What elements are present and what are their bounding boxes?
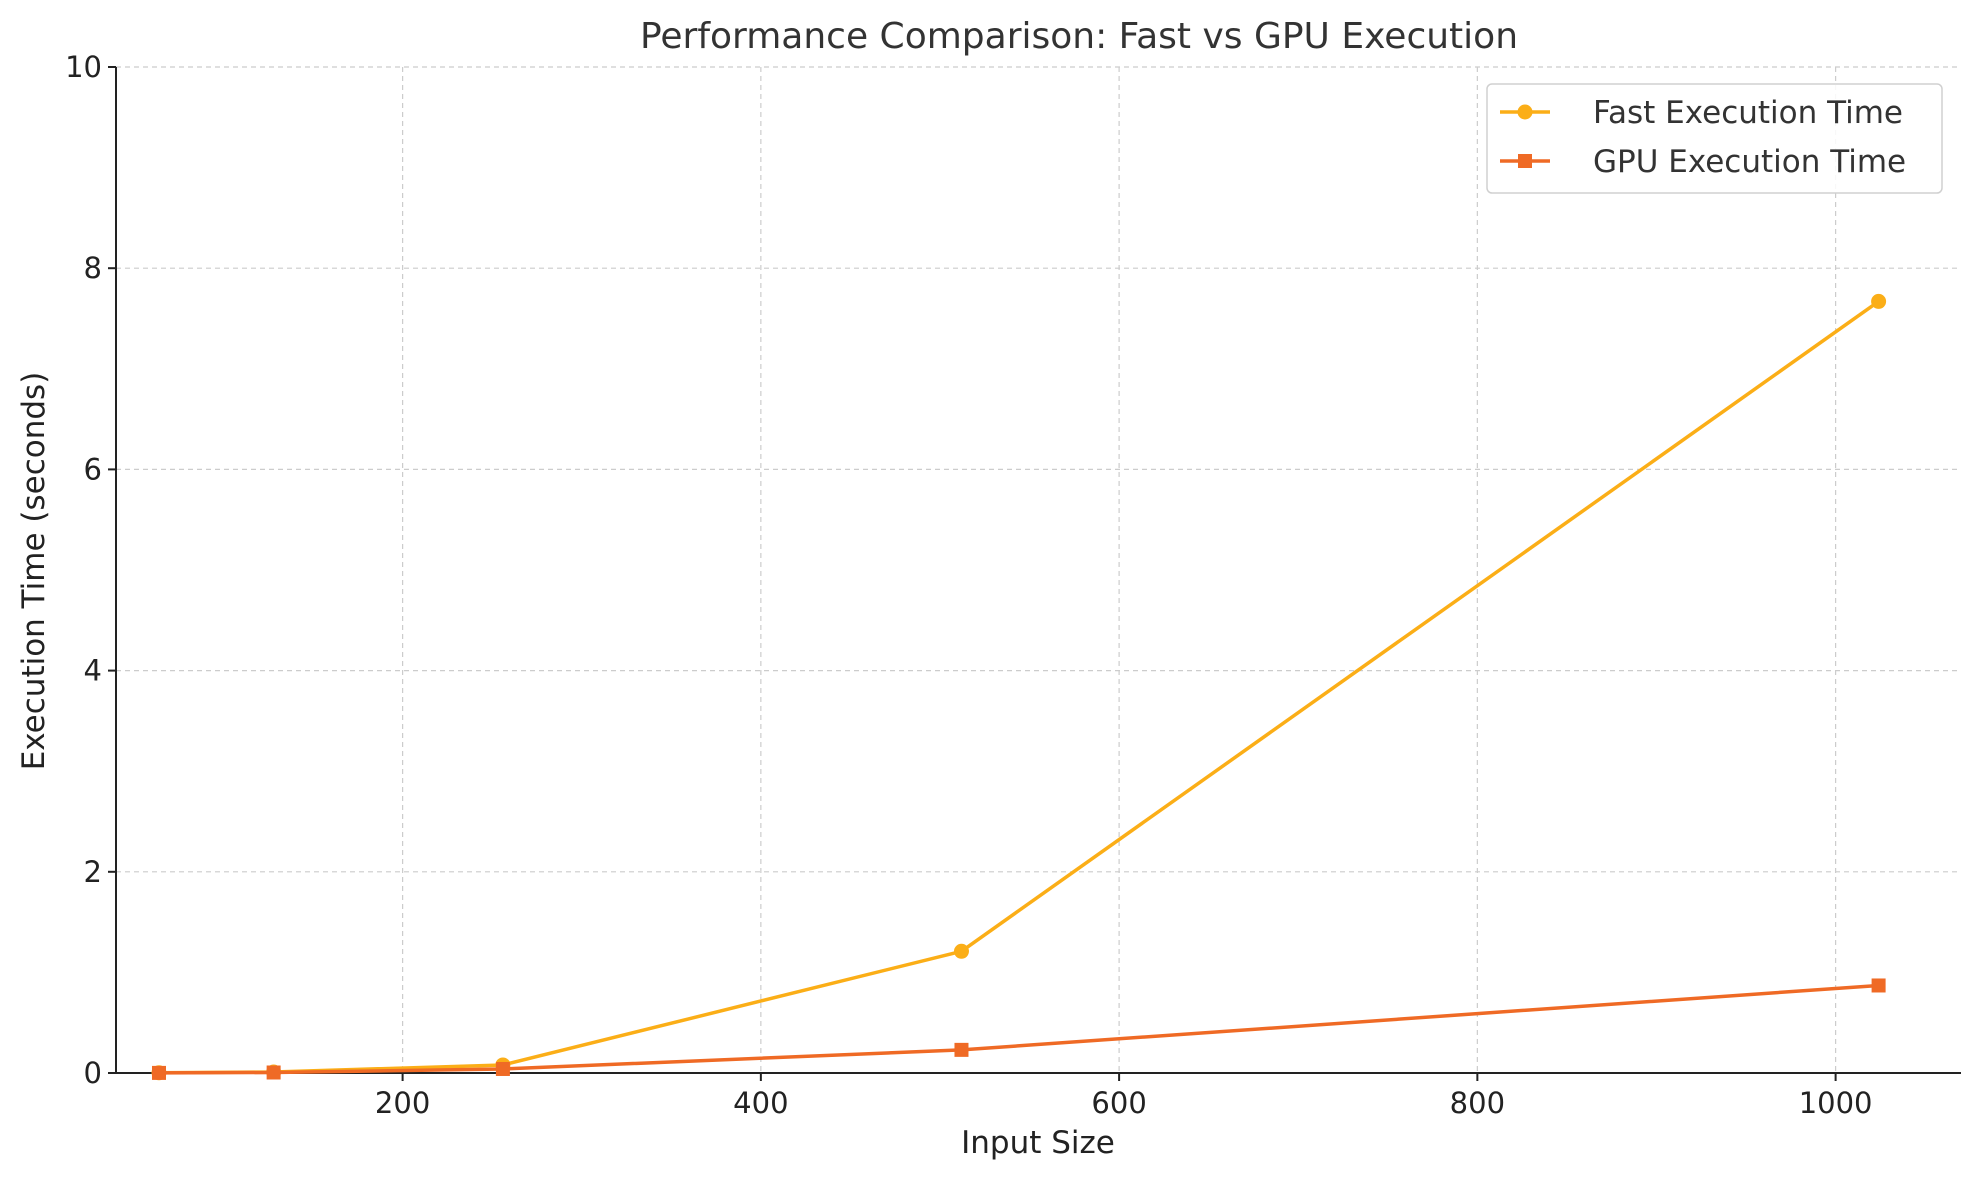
series-2-point xyxy=(954,1042,969,1057)
series-2-point xyxy=(495,1061,510,1076)
legend: Fast Execution Time GPU Execution Time xyxy=(1486,83,1943,194)
series-2-point xyxy=(151,1065,166,1080)
grid-lines xyxy=(116,66,1961,1073)
series-1-point xyxy=(953,943,969,959)
y-tick-label: 4 xyxy=(84,654,102,688)
data-series xyxy=(151,293,1887,1081)
series-line-2 xyxy=(158,983,1879,1075)
x-tick-label: 200 xyxy=(375,1086,430,1120)
legend-box xyxy=(1486,83,1943,194)
x-tick-label: 800 xyxy=(1450,1086,1505,1120)
x-tick-label: 1000 xyxy=(1799,1086,1873,1120)
x-axis-label: Input Size xyxy=(961,1125,1115,1161)
x-tick-label: 600 xyxy=(1091,1086,1146,1120)
y-axis-label: Execution Time (seconds) xyxy=(16,372,52,771)
x-tick-label: 400 xyxy=(733,1086,788,1120)
series-2-point xyxy=(266,1065,281,1080)
series-2-point xyxy=(1871,978,1886,993)
series-line-1 xyxy=(158,299,1880,1075)
y-tick-label: 0 xyxy=(84,1056,102,1090)
legend-label-1: Fast Execution Time xyxy=(1593,95,1903,131)
chart-title: Performance Comparison: Fast vs GPU Exec… xyxy=(640,16,1518,57)
y-tick-label: 8 xyxy=(84,251,102,285)
y-tick-label: 10 xyxy=(65,50,102,84)
legend-marker-1 xyxy=(1517,104,1533,120)
series-1-point xyxy=(1871,293,1887,309)
legend-marker-2 xyxy=(1518,154,1532,168)
axes: 200 400 600 800 1000 0 2 4 6 8 10 xyxy=(65,50,1961,1120)
y-tick-label: 6 xyxy=(84,452,102,486)
y-tick-label: 2 xyxy=(84,855,102,889)
legend-label-2: GPU Execution Time xyxy=(1593,144,1906,180)
